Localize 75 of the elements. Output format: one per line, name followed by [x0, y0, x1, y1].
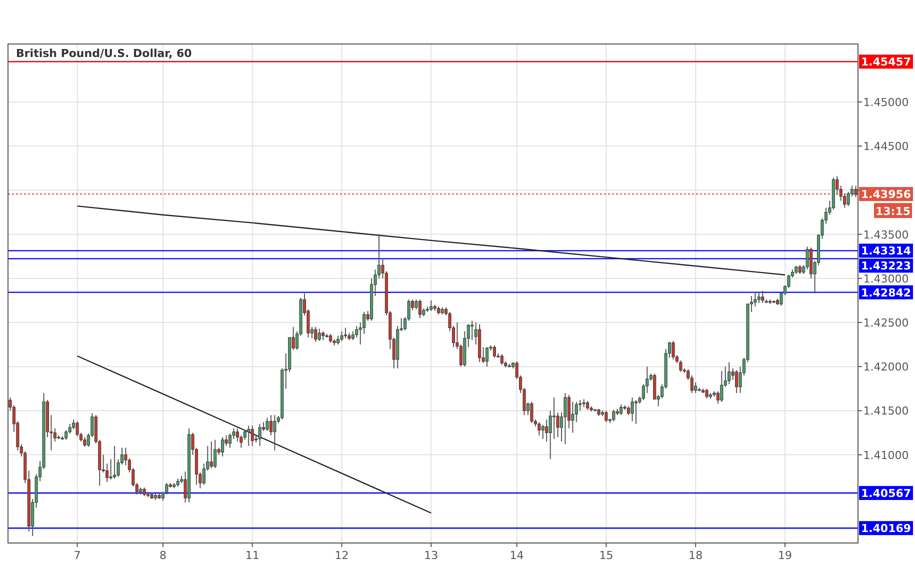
x-tick-label: 13: [424, 549, 438, 562]
x-tick-label: 11: [245, 549, 260, 562]
candlestick: [418, 299, 422, 319]
candlestick: [247, 425, 250, 446]
candlestick: [221, 436, 224, 458]
candlestick: [355, 326, 358, 338]
candlestick: [567, 394, 570, 429]
y-tick-label: 1.44500: [863, 140, 909, 154]
candlestick: [574, 401, 578, 423]
candlestick: [735, 370, 738, 394]
candlestick: [530, 401, 534, 424]
y-tick-label: 1.41500: [863, 404, 909, 418]
candlestick: [250, 425, 254, 446]
candlestick: [210, 441, 213, 469]
candlestick: [314, 326, 318, 342]
candlestick: [430, 300, 433, 312]
candlestick: [653, 373, 656, 400]
candlestick: [634, 400, 638, 424]
y-tick-label: 1.43000: [863, 272, 909, 286]
candlestick: [273, 414, 276, 451]
candlestick: [344, 327, 347, 339]
candlestick: [538, 422, 541, 436]
candlestick: [269, 414, 272, 436]
ref-line-label: 1.43956: [860, 188, 912, 202]
candlestick: [470, 320, 474, 341]
ref-line-label: 1.40169: [860, 522, 912, 536]
x-tick-label: 15: [599, 549, 614, 562]
candlestick: [318, 328, 321, 342]
candlestick: [620, 404, 623, 416]
candlestick: [612, 409, 616, 422]
candlestick: [340, 330, 344, 342]
candlestick: [541, 424, 544, 440]
x-tick-label: 14: [510, 549, 524, 562]
candlestick: [53, 428, 56, 442]
candlestick: [757, 291, 760, 304]
x-tick-label: 18: [688, 549, 703, 562]
chart-title: British Pound/U.S. Dollar, 60: [16, 47, 192, 60]
candlestick: [258, 423, 262, 446]
candlestick: [266, 417, 269, 432]
y-tick-label: 1.42500: [863, 316, 909, 330]
candlestick: [564, 392, 567, 445]
candlestick: [630, 396, 634, 422]
candlestick: [492, 344, 496, 358]
candlestick: [806, 246, 809, 270]
candlestick: [672, 340, 675, 360]
y-tick-label: 1.43500: [863, 228, 909, 242]
x-tick-label: 7: [74, 549, 81, 562]
candlestick: [485, 346, 489, 368]
candlestick: [571, 401, 574, 434]
candlestick: [545, 419, 548, 442]
candlestick: [720, 370, 724, 402]
candlestick: [64, 430, 68, 440]
ref-line-label: 1.45457: [860, 56, 912, 69]
candlestick: [500, 354, 504, 366]
candlestick: [552, 396, 556, 440]
ref-line-label: 1.42842: [860, 286, 912, 300]
candlestick: [728, 362, 731, 385]
y-tick-label: 1.41000: [863, 448, 909, 462]
text: 13:15: [875, 205, 911, 218]
candlestick: [83, 436, 86, 448]
y-tick-label: 1.42000: [863, 360, 909, 374]
candlestick: [761, 290, 764, 304]
candlestick: [705, 388, 708, 399]
ref-line-label: 1.43314: [860, 244, 912, 258]
ref-line-label: 1.40567: [860, 486, 912, 500]
candlestick: [214, 439, 217, 469]
candlestick: [604, 410, 608, 423]
x-tick-label: 8: [159, 549, 166, 562]
candlestick: [694, 382, 698, 394]
candlestick: [690, 374, 694, 394]
candlestick: [113, 445, 116, 480]
ref-line-label: 1.43223: [860, 260, 912, 273]
x-tick-label: 12: [334, 549, 349, 562]
y-tick-label: 1.45000: [863, 96, 909, 109]
x-tick-label: 19: [778, 549, 792, 562]
